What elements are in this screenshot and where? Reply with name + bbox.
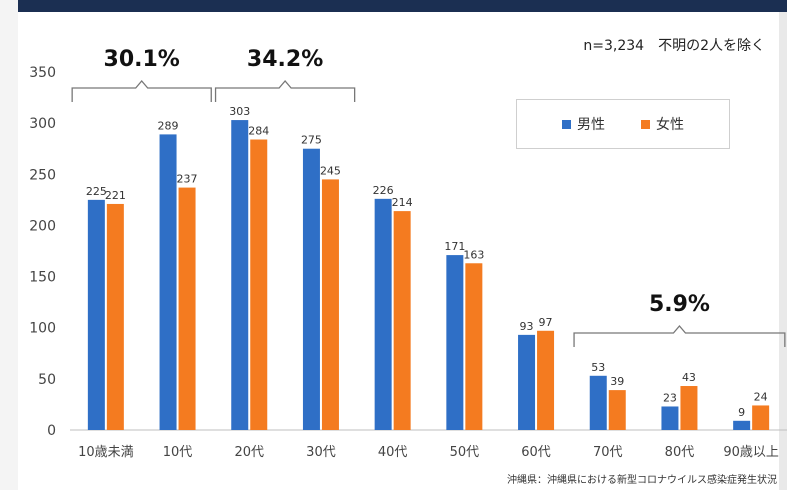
y-tick-label: 350	[29, 65, 56, 81]
data-label-male: 225	[86, 185, 107, 198]
bar-female	[465, 263, 483, 430]
data-label-male: 275	[301, 134, 322, 147]
bracket	[71, 80, 212, 102]
bar-male	[589, 375, 607, 430]
source-caption: 沖縄県：沖縄県における新型コロナウイルス感染症発生状況	[507, 475, 777, 486]
x-tick-label: 50代	[450, 445, 480, 460]
y-tick-label: 0	[47, 423, 56, 439]
x-tick-label: 90歳以上	[723, 445, 779, 460]
legend-label-male: 男性	[577, 117, 605, 133]
x-tick-label: 10歳未満	[78, 445, 134, 460]
x-tick-label: 20代	[234, 445, 264, 460]
data-label-male: 93	[520, 320, 534, 333]
bar-female	[178, 187, 196, 430]
bar-male	[661, 406, 679, 430]
legend-label-female: 女性	[656, 117, 684, 133]
sample-note: n=3,234 不明の2人を除く	[583, 38, 765, 54]
bar-female	[106, 203, 124, 430]
legend-item-female: 女性	[641, 114, 684, 134]
data-label-male: 289	[158, 119, 179, 132]
x-tick-label: 30代	[306, 445, 336, 460]
bar-female	[393, 211, 411, 430]
data-label-male: 23	[663, 391, 677, 404]
data-label-female: 245	[320, 164, 341, 177]
data-label-male: 303	[229, 105, 250, 118]
bar-female	[321, 179, 339, 430]
data-label-female: 24	[754, 390, 768, 403]
data-label-female: 43	[682, 371, 696, 384]
bracket-percentage-label: 34.2%	[247, 47, 323, 72]
legend-swatch-female	[641, 119, 650, 129]
bar-male	[518, 334, 536, 430]
right-margin-strip	[779, 12, 787, 490]
bar-female	[752, 405, 770, 430]
y-tick-label: 100	[29, 321, 56, 337]
data-label-male: 9	[738, 406, 745, 419]
header-bar	[18, 0, 787, 12]
x-tick-label: 80代	[665, 445, 695, 460]
bracket	[214, 80, 356, 102]
x-tick-label: 40代	[378, 445, 408, 460]
x-tick-label: 10代	[163, 445, 193, 460]
y-tick-label: 150	[29, 270, 56, 286]
bar-female	[608, 390, 626, 430]
bar-male	[374, 198, 392, 430]
bar-male	[87, 199, 105, 430]
bar-male	[159, 134, 177, 430]
y-tick-label: 200	[29, 218, 56, 234]
bracket-percentage-label: 30.1%	[104, 47, 180, 72]
bar-male	[302, 148, 320, 430]
legend-item-male: 男性	[562, 114, 605, 134]
data-label-male: 171	[444, 240, 465, 253]
bar-female	[537, 330, 555, 430]
y-tick-label: 50	[38, 372, 56, 388]
bar-female	[250, 139, 268, 430]
bar-male	[446, 255, 464, 430]
data-label-female: 163	[463, 248, 484, 261]
chart-legend: 男性 女性	[516, 99, 730, 149]
legend-swatch-male	[562, 119, 571, 129]
data-label-female: 221	[105, 189, 126, 202]
data-label-female: 214	[392, 196, 413, 209]
bar-male	[733, 420, 751, 430]
bar-female	[680, 386, 698, 430]
bracket-percentage-label: 5.9%	[649, 292, 710, 317]
data-label-female: 284	[248, 125, 269, 138]
x-tick-label: 60代	[521, 445, 551, 460]
data-label-female: 39	[610, 375, 624, 388]
bar-male	[231, 120, 249, 431]
data-label-male: 53	[591, 361, 605, 374]
x-tick-label: 70代	[593, 445, 623, 460]
data-label-female: 97	[539, 316, 553, 329]
data-label-female: 237	[177, 173, 198, 186]
bracket	[573, 325, 786, 347]
y-tick-label: 300	[29, 116, 56, 132]
left-margin-strip	[0, 0, 18, 490]
y-tick-label: 250	[29, 167, 56, 183]
data-label-male: 226	[373, 184, 394, 197]
